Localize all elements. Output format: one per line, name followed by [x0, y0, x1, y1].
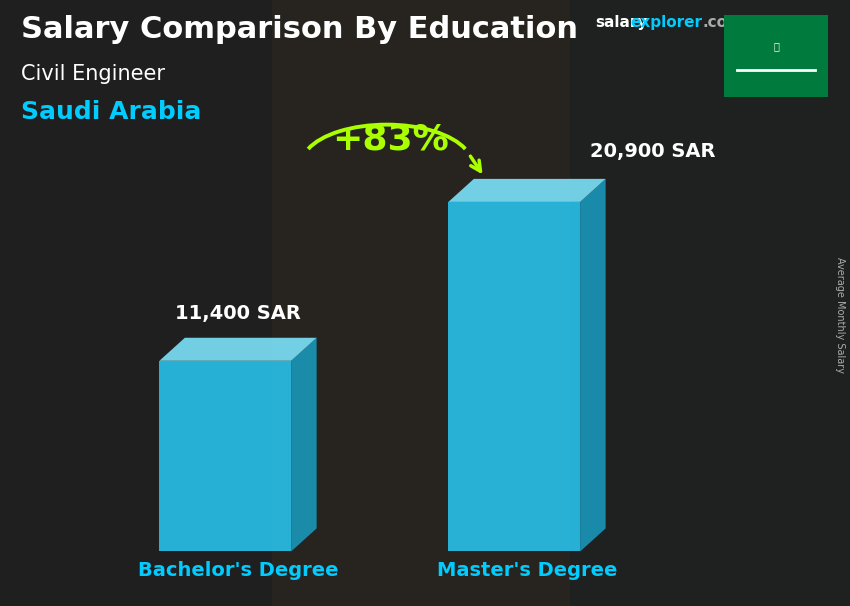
- Text: Master's Degree: Master's Degree: [437, 561, 617, 579]
- Text: +83%: +83%: [332, 122, 450, 156]
- Text: Average Monthly Salary: Average Monthly Salary: [835, 257, 845, 373]
- Polygon shape: [449, 202, 580, 551]
- Text: Civil Engineer: Civil Engineer: [21, 64, 165, 84]
- Text: 20,900 SAR: 20,900 SAR: [590, 142, 715, 161]
- Text: Bachelor's Degree: Bachelor's Degree: [138, 561, 338, 579]
- Polygon shape: [291, 338, 317, 551]
- Bar: [0, 0, 272, 606]
- Text: ﷽: ﷽: [774, 41, 779, 52]
- Text: Saudi Arabia: Saudi Arabia: [21, 100, 201, 124]
- Bar: [570, 0, 850, 606]
- Bar: [272, 0, 570, 606]
- Bar: [724, 15, 828, 97]
- Text: Salary Comparison By Education: Salary Comparison By Education: [21, 15, 578, 44]
- Text: .com: .com: [702, 15, 743, 30]
- Polygon shape: [449, 179, 605, 202]
- Text: 11,400 SAR: 11,400 SAR: [175, 304, 301, 322]
- Polygon shape: [580, 179, 605, 551]
- Polygon shape: [159, 338, 317, 361]
- Text: salary: salary: [595, 15, 648, 30]
- Polygon shape: [159, 361, 291, 551]
- Text: explorer: explorer: [631, 15, 703, 30]
